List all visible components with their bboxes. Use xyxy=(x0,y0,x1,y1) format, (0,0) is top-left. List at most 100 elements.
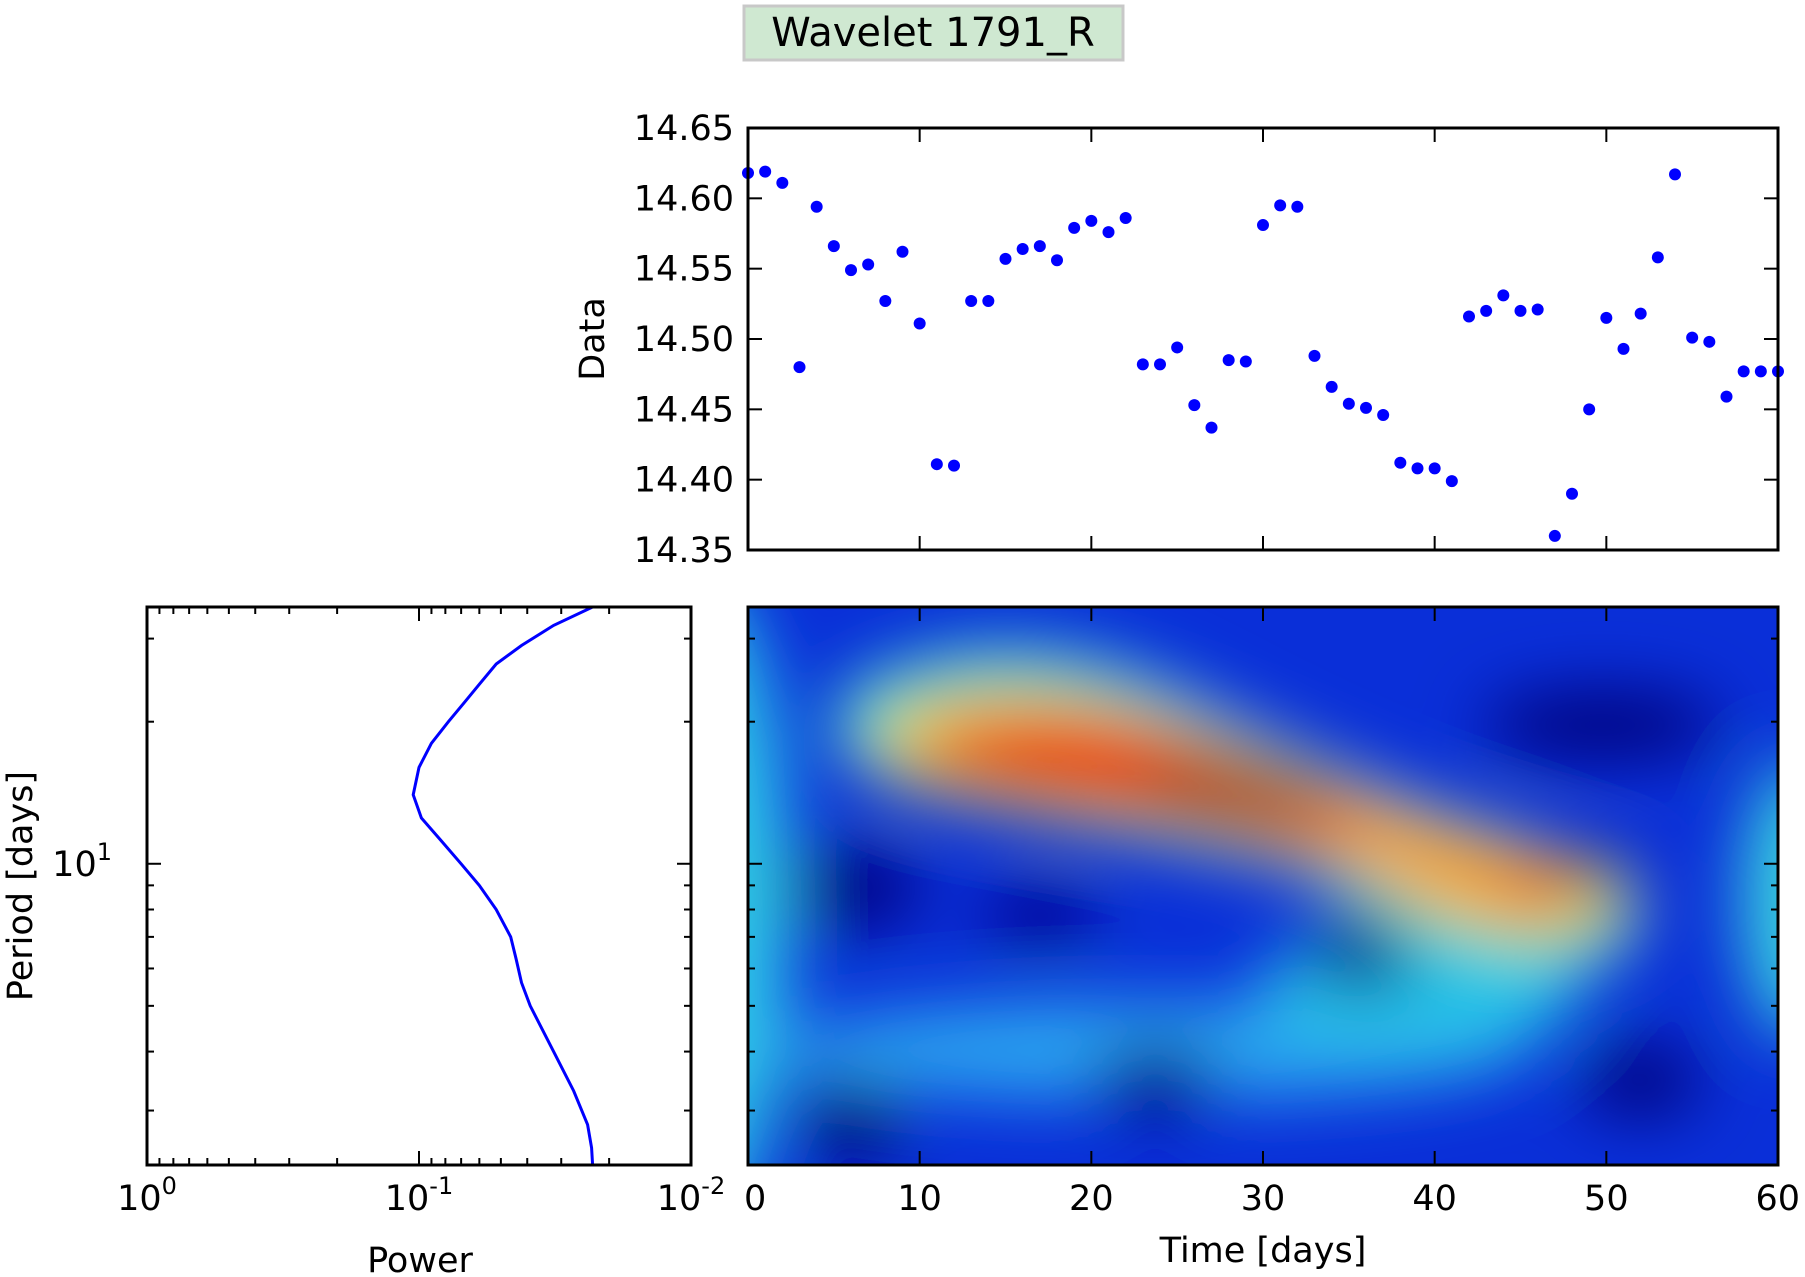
heatmap-xtick-label: 40 xyxy=(1412,1179,1457,1219)
scatter-point xyxy=(1514,304,1527,317)
scatter-point xyxy=(1205,421,1218,434)
heatmap-axes-frame xyxy=(746,605,1780,1167)
scatter-point xyxy=(1566,487,1578,500)
scatter-point xyxy=(1188,399,1201,412)
chart-title-text: Wavelet 1791_R xyxy=(771,10,1095,56)
scatter-point xyxy=(1583,403,1596,416)
scatter-point xyxy=(896,245,909,258)
power-xtick-label: 100 xyxy=(117,1172,177,1219)
scatter-point xyxy=(1016,242,1029,255)
heatmap-xtick-label: 20 xyxy=(1069,1179,1114,1219)
scatter-ytick-label: 14.45 xyxy=(634,390,734,430)
heatmap-layers xyxy=(748,625,1778,1165)
wavelet-heatmap-panel: 0 10 20 30 40 50 60 Time [days] xyxy=(744,605,1800,1271)
scatter-point xyxy=(1411,462,1424,475)
scatter-ticks: 14.35 14.40 14.45 14.50 14.55 14.60 14.65 xyxy=(634,109,1779,571)
scatter-point xyxy=(1291,200,1304,213)
scatter-point xyxy=(1119,212,1132,225)
scatter-point xyxy=(1754,365,1767,378)
scatter-ytick-label: 14.60 xyxy=(634,179,734,219)
scatter-point xyxy=(810,200,823,213)
scatter-point xyxy=(1377,408,1390,421)
power-ylabel: Period [days] xyxy=(1,771,41,1001)
scatter-points xyxy=(742,165,1784,542)
scatter-point xyxy=(1703,335,1716,348)
scatter-point xyxy=(913,317,926,330)
scatter-point xyxy=(862,258,875,271)
scatter-point xyxy=(965,295,978,308)
scatter-point xyxy=(1136,358,1149,371)
heatmap-xtick-label: 10 xyxy=(897,1179,942,1219)
scatter-point xyxy=(1068,221,1081,234)
heatmap-xlabel: Time [days] xyxy=(1159,1231,1367,1271)
power-xtick-label: 10-1 xyxy=(385,1172,453,1219)
power-xlabel: Power xyxy=(367,1241,473,1277)
scatter-point xyxy=(1171,341,1184,354)
scatter-point xyxy=(1480,304,1493,317)
heat-low-br xyxy=(1580,1045,1700,1115)
scatter-point xyxy=(948,459,960,472)
power-axes-frame xyxy=(145,605,693,1167)
scatter-point xyxy=(1257,219,1269,232)
scatter-point xyxy=(930,458,943,471)
heat-darkred-core xyxy=(1136,761,1334,819)
heat-cyan-right-edge xyxy=(1740,769,1778,1031)
scatter-point xyxy=(827,240,840,253)
heatmap-xtick-label: 30 xyxy=(1241,1179,1286,1219)
scatter-point xyxy=(1102,226,1115,239)
scatter-point xyxy=(1651,251,1664,264)
scatter-point xyxy=(1222,354,1235,367)
heat-low-mid xyxy=(980,885,1100,945)
power-ticks: 100 10-1 10-2 101 xyxy=(52,607,725,1219)
heat-low-bl xyxy=(803,1080,903,1160)
scatter-point xyxy=(845,264,857,277)
power-ytick-label: 101 xyxy=(52,838,112,885)
power-xtick-label: 10-2 xyxy=(657,1172,725,1219)
scatter-point xyxy=(793,361,806,374)
heat-cyan-left xyxy=(748,625,790,1165)
scatter-point xyxy=(1548,529,1561,542)
heat-red-right xyxy=(1495,868,1605,912)
scatter-point xyxy=(1085,214,1098,227)
scatter-point xyxy=(879,295,892,308)
scatter-axes-frame xyxy=(746,126,1780,552)
scatter-point xyxy=(1600,311,1613,324)
scatter-ytick-label: 14.55 xyxy=(634,250,734,290)
heat-low-top-right xyxy=(1482,691,1722,759)
power-panel: 100 10-1 10-2 101 Power Period [days] xyxy=(1,605,725,1277)
scatter-ylabel: Data xyxy=(573,297,613,381)
scatter-point xyxy=(982,295,995,308)
scatter-point xyxy=(1154,358,1166,371)
scatter-ytick-label: 14.50 xyxy=(634,320,734,360)
scatter-point xyxy=(1737,365,1750,378)
scatter-point xyxy=(776,176,789,189)
scatter-point xyxy=(1428,462,1441,475)
scatter-ytick-label: 14.65 xyxy=(634,109,734,149)
scatter-point xyxy=(1445,475,1458,488)
scatter-point xyxy=(1720,390,1733,403)
scatter-point xyxy=(1325,380,1338,393)
scatter-point xyxy=(1394,456,1407,469)
power-curve xyxy=(411,607,595,1165)
scatter-point xyxy=(1342,397,1355,410)
heatmap-image xyxy=(748,607,1778,1165)
heatmap-xtick-label: 60 xyxy=(1755,1179,1800,1219)
heat-low-bm xyxy=(1095,1045,1215,1115)
scatter-point xyxy=(1051,254,1063,267)
scatter-point xyxy=(1531,303,1544,316)
scatter-point xyxy=(1033,240,1046,253)
title-box xyxy=(742,4,1125,62)
scatter-point xyxy=(1669,168,1681,181)
scatter-point xyxy=(759,165,772,178)
data-scatter-panel: 14.35 14.40 14.45 14.50 14.55 14.60 14.65 Data xyxy=(573,109,1784,571)
scatter-point xyxy=(1463,310,1475,323)
scatter-point xyxy=(1634,307,1647,320)
scatter-point xyxy=(999,252,1012,265)
scatter-point xyxy=(1497,289,1510,302)
scatter-point xyxy=(1360,401,1372,414)
heatmap-xtick-label: 50 xyxy=(1584,1179,1629,1219)
chart-title: Wavelet 1791_R xyxy=(742,4,1125,62)
scatter-point xyxy=(1239,355,1252,368)
heatmap-xtick-label: 0 xyxy=(744,1179,766,1219)
